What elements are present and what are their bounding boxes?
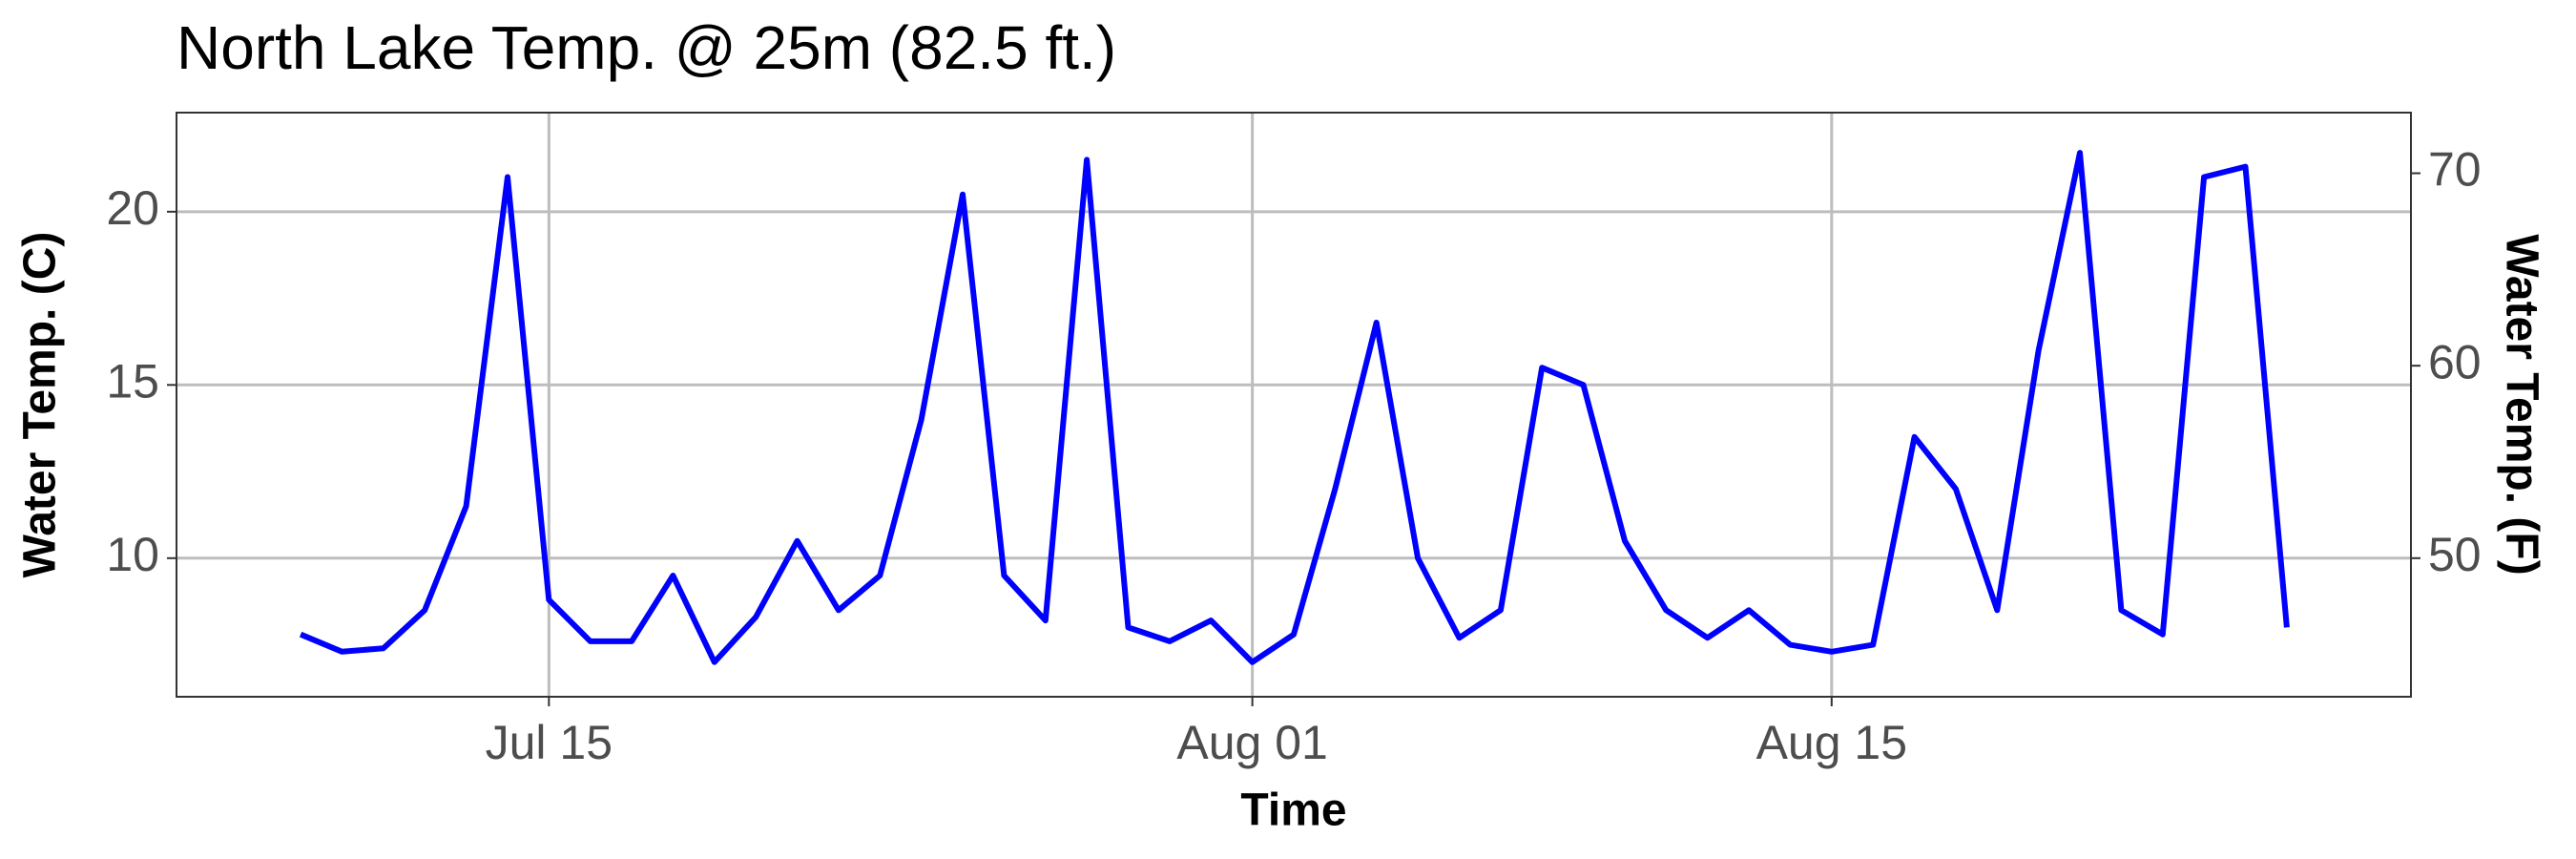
- x-axis-title: Time: [1240, 786, 1346, 836]
- y2-tick-label: 60: [2428, 335, 2482, 388]
- chart-title: North Lake Temp. @ 25m (82.5 ft.): [177, 13, 1116, 82]
- data-line: [299, 150, 2290, 665]
- y2-tick-label: 70: [2428, 143, 2482, 197]
- y-tick-label: 20: [106, 181, 159, 235]
- x-tick-label: Aug 01: [1176, 716, 1327, 769]
- x-tick-label: Jul 15: [486, 716, 613, 769]
- y2-tick-label: 50: [2428, 528, 2482, 581]
- plot-border: [176, 112, 2412, 698]
- y-tick-label: 15: [106, 355, 159, 409]
- y-tick-label: 10: [106, 528, 159, 581]
- y2-axis-title: Water Temp. (F): [2496, 234, 2546, 575]
- x-tick-label: Aug 15: [1756, 716, 1907, 769]
- y-axis-title: Water Temp. (C): [15, 232, 66, 578]
